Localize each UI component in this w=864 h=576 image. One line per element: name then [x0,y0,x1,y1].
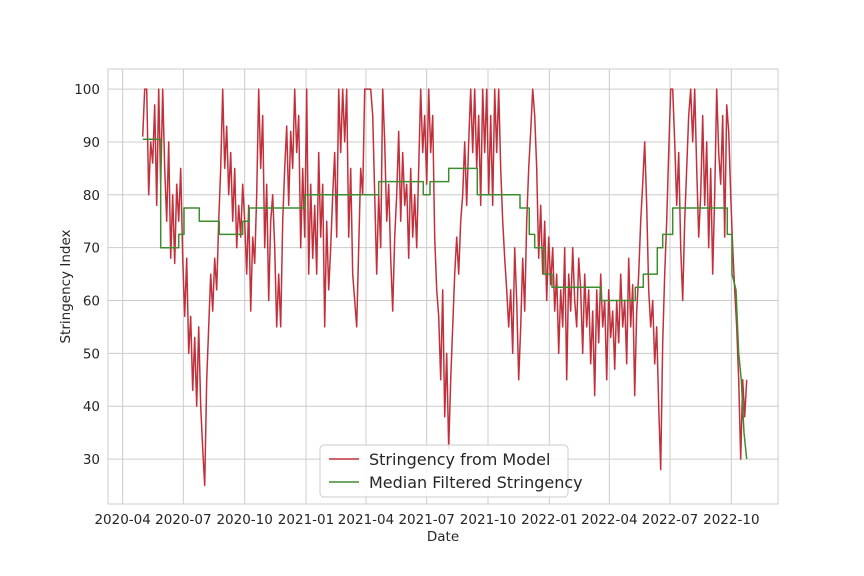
y-tick-labels: 30 40 50 60 70 80 90 100 [74,82,100,468]
x-tick-label: 2021-01 [278,512,334,528]
y-tick-label: 50 [83,346,100,362]
y-axis-label: Stringency Index [58,229,74,343]
legend: Stringency from Model Median Filtered St… [319,444,583,498]
x-axis-label: Date [427,529,459,545]
y-tick-label: 60 [83,294,100,310]
series-line-model [141,88,748,487]
y-tick-label: 40 [83,399,100,415]
y-tick-label: 90 [83,135,100,151]
legend-entry-model: Stringency from Model [369,450,550,469]
y-tick-label: 80 [83,188,100,204]
series-line-median [142,138,748,460]
plot-frame [107,68,779,505]
x-tick-label: 2022-07 [642,512,698,528]
legend-box [319,444,569,498]
y-tick-label: 100 [74,82,100,98]
x-tick-label: 2020-10 [216,512,272,528]
y-tick-label: 30 [83,452,100,468]
x-tick-labels: 2020-04 2020-07 2020-10 2021-01 2021-04 2021-… [94,512,759,528]
x-tick-label: 2022-04 [581,512,637,528]
x-tick-label: 2020-04 [94,512,150,528]
x-tick-label: 2022-10 [703,512,759,528]
legend-entry-median: Median Filtered Stringency [369,473,583,492]
x-tick-label: 2022-01 [521,512,577,528]
series-lines [141,88,748,487]
x-tick-label: 2021-04 [338,512,394,528]
plot-area [108,69,778,504]
y-tick-label: 70 [83,241,100,257]
x-tick-label: 2020-07 [155,512,211,528]
x-tick-label: 2021-07 [398,512,454,528]
x-tick-label: 2021-10 [460,512,516,528]
